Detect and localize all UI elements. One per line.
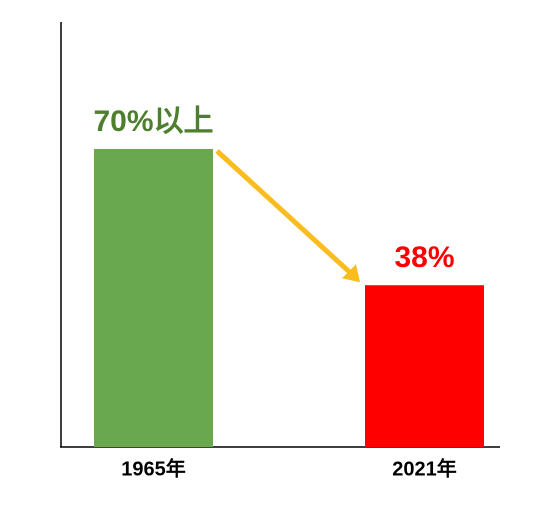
bar: [365, 285, 484, 447]
bar: [94, 149, 213, 447]
arrow-head: [342, 264, 360, 283]
x-tick-label: 1965年: [121, 456, 186, 480]
arrow: [215, 149, 354, 277]
data-label: 38%: [394, 241, 454, 274]
x-tick-label: 2021年: [392, 456, 457, 480]
data-label: 70%以上: [93, 105, 213, 138]
